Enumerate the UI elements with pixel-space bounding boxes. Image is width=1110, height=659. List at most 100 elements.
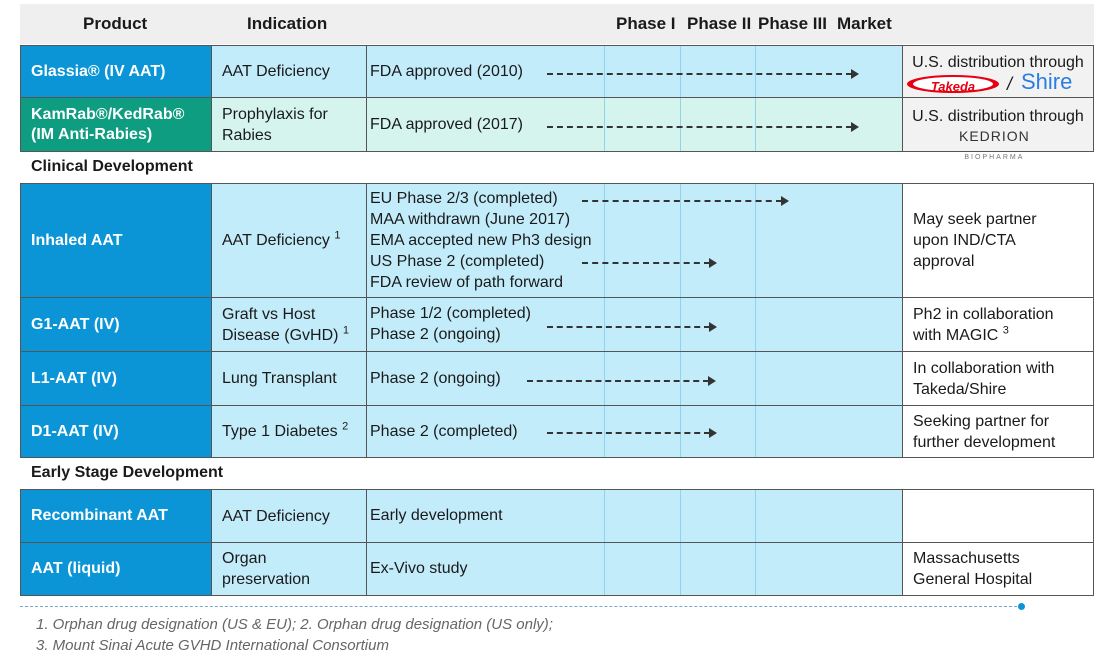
phase-divider [604,46,605,97]
indication-label: Organ [222,550,267,567]
phase-divider [755,490,756,542]
indication-text: Disease (GvHD) [222,326,339,344]
phase-status: FDA approved (2010) [370,62,523,80]
phase-status: Phase 2 (completed) [370,422,518,440]
phase-status: EMA accepted new Ph3 design [370,232,592,249]
phase-divider [680,490,681,542]
phase-divider [755,543,756,595]
phase-d1-aat: Phase 2 (completed) [366,405,903,458]
product-label: KamRab®/KedRab® [31,105,185,123]
header-market: Market [837,14,892,33]
market-glassia: U.S. distribution through Takeda / Shire [902,45,1094,98]
product-label: (IM Anti-Rabies) [31,125,153,143]
indication-text: Type 1 Diabetes [222,423,338,440]
product-aat-liquid: AAT (liquid) [20,542,212,596]
product-recombinant-aat: Recombinant AAT [20,489,212,543]
table-header [20,4,1094,44]
indication-kamrab: Prophylaxis for Rabies [211,97,367,152]
market-inhaled-aat: May seek partner upon IND/CTA approval [902,183,1094,298]
product-g1-aat: G1-AAT (IV) [20,297,212,352]
market-text: U.S. distribution through [912,54,1084,71]
market-text: Ph2 in collaboration [913,305,1054,323]
phase-divider [755,406,756,457]
market-recombinant-aat [902,489,1094,543]
phase-divider [755,46,756,97]
indication-glassia: AAT Deficiency [211,45,367,98]
phase-divider [755,298,756,351]
market-text: U.S. distribution through [912,108,1084,125]
progress-arrow [547,122,859,132]
phase-divider [604,184,605,297]
phase-status: Phase 2 (ongoing) [370,369,501,387]
phase-l1-aat: Phase 2 (ongoing) [366,351,903,406]
product-glassia: Glassia® (IV AAT) [20,45,212,98]
phase-aat-liquid: Ex-Vivo study [366,542,903,596]
market-text: General Hospital [913,571,1033,588]
product-kamrab: KamRab®/KedRab® (IM Anti-Rabies) [20,97,212,152]
footnote-ref: 1 [334,229,341,242]
phase-divider [680,352,681,405]
indication-label: Rabies [222,126,272,144]
phase-divider [680,46,681,97]
indication-label: Disease (GvHD) 1 [222,325,349,346]
product-label: AAT (liquid) [31,560,121,577]
phase-divider [680,543,681,595]
market-text: with MAGIC 3 [913,325,1054,346]
phase-divider [604,298,605,351]
product-label: L1-AAT (IV) [31,369,117,387]
phase-divider [604,406,605,457]
phase-divider [604,543,605,595]
header-product: Product [83,14,148,33]
market-l1-aat: In collaboration with Takeda/Shire [902,351,1094,406]
phase-divider [680,406,681,457]
indication-label: AAT Deficiency 1 [222,230,340,251]
indication-label: AAT Deficiency [222,63,330,80]
section-early-stage-development: Early Stage Development [31,464,224,481]
footnote-line-1: 1. Orphan drug designation (US & EU); 2.… [36,616,553,633]
kedrion-logo-subtext: BIOPHARMA [964,154,1025,161]
market-text: Seeking partner for [913,412,1050,430]
phase-divider [755,352,756,405]
indication-l1-aat: Lung Transplant [211,351,367,406]
product-label: Recombinant AAT [31,507,168,524]
progress-arrow [547,322,717,332]
footer-divider-dot [1018,603,1025,610]
indication-label: preservation [222,571,311,588]
takeda-logo-text: Takeda [930,79,976,94]
market-text: upon IND/CTA [913,232,1016,249]
progress-arrow [547,428,717,438]
product-label: D1-AAT (IV) [31,422,119,440]
section-clinical-development: Clinical Development [31,158,193,175]
market-aat-liquid: Massachusetts General Hospital [902,542,1094,596]
market-text: further development [913,433,1056,451]
footnote-line-2: 3. Mount Sinai Acute GVHD International … [36,637,389,654]
phase-divider [755,98,756,151]
phase-divider [604,98,605,151]
indication-text: AAT Deficiency [222,232,330,249]
phase-divider [604,490,605,542]
logo-separator: / [1007,74,1013,94]
indication-g1-aat: Graft vs Host Disease (GvHD) 1 [211,297,367,352]
kedrion-logo-text: KEDRION [959,128,1030,144]
phase-divider [680,298,681,351]
phase-status: MAA withdrawn (June 2017) [370,211,571,228]
phase-recombinant-aat: Early development [366,489,903,543]
progress-arrow [527,376,716,386]
phase-g1-aat: Phase 1/2 (completed) Phase 2 (ongoing) [366,297,903,352]
market-g1-aat: Ph2 in collaboration with MAGIC 3 [902,297,1094,352]
phase-status: FDA review of path forward [370,274,563,291]
market-text: Massachusetts [913,550,1020,567]
product-d1-aat: D1-AAT (IV) [20,405,212,458]
phase-status: Phase 1/2 (completed) [370,305,531,322]
progress-arrow [547,69,859,79]
indication-recombinant-aat: AAT Deficiency [211,489,367,543]
market-text: May seek partner [913,211,1037,228]
phase-status: US Phase 2 (completed) [370,253,545,270]
product-inhaled-aat: Inhaled AAT [20,183,212,298]
phase-inhaled-aat: EU Phase 2/3 (completed) MAA withdrawn (… [366,183,903,298]
indication-label: Prophylaxis for [222,105,328,123]
product-label: Inhaled AAT [31,231,123,249]
footer-divider [20,606,1022,607]
phase-glassia: FDA approved (2010) [366,45,903,98]
progress-arrow [582,258,717,268]
